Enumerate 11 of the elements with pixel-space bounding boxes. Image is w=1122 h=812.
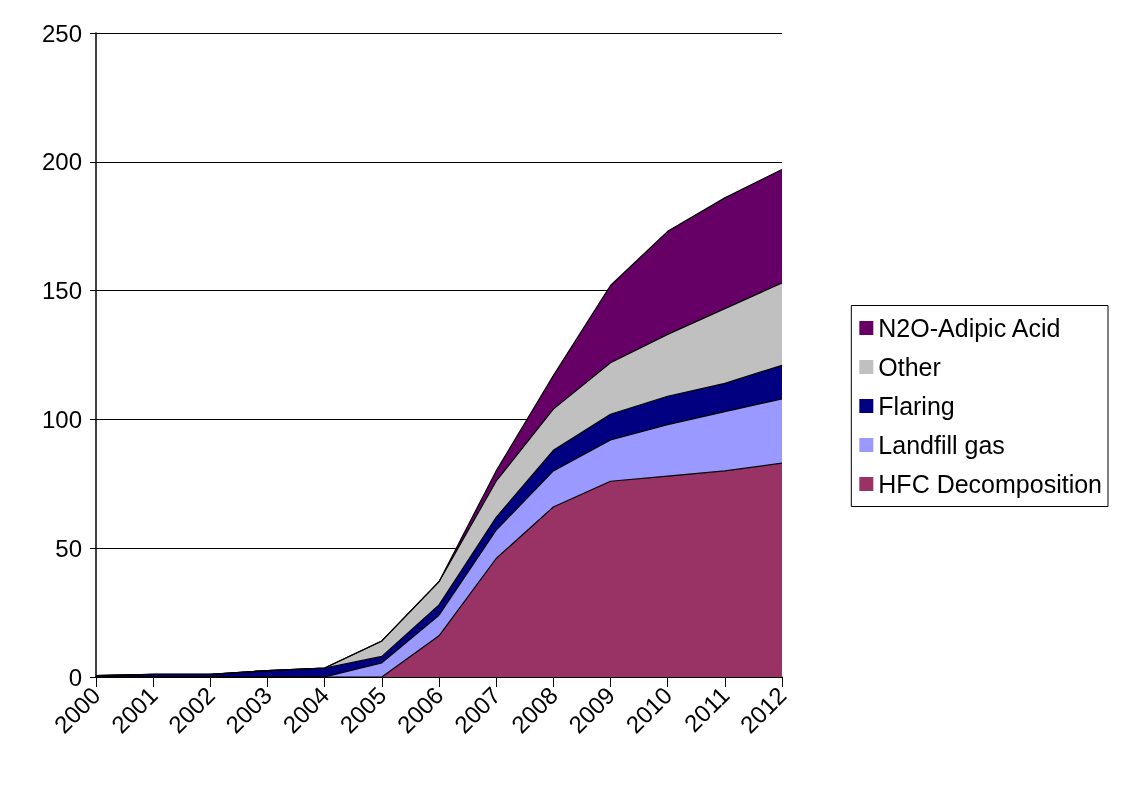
- legend-label: Other: [878, 353, 941, 381]
- y-tick-label: 200: [41, 148, 82, 176]
- y-tick-label: 0: [68, 663, 82, 691]
- legend-label: Landfill gas: [878, 431, 1005, 459]
- legend-label: N2O-Adipic Acid: [878, 314, 1061, 342]
- y-tick-label: 150: [41, 277, 82, 305]
- legend-label: HFC Decomposition: [878, 470, 1103, 498]
- y-tick-label: 100: [41, 405, 82, 433]
- y-tick-label: 250: [41, 19, 82, 47]
- y-tick-label: 50: [55, 534, 82, 562]
- legend-label: Flaring: [878, 392, 955, 420]
